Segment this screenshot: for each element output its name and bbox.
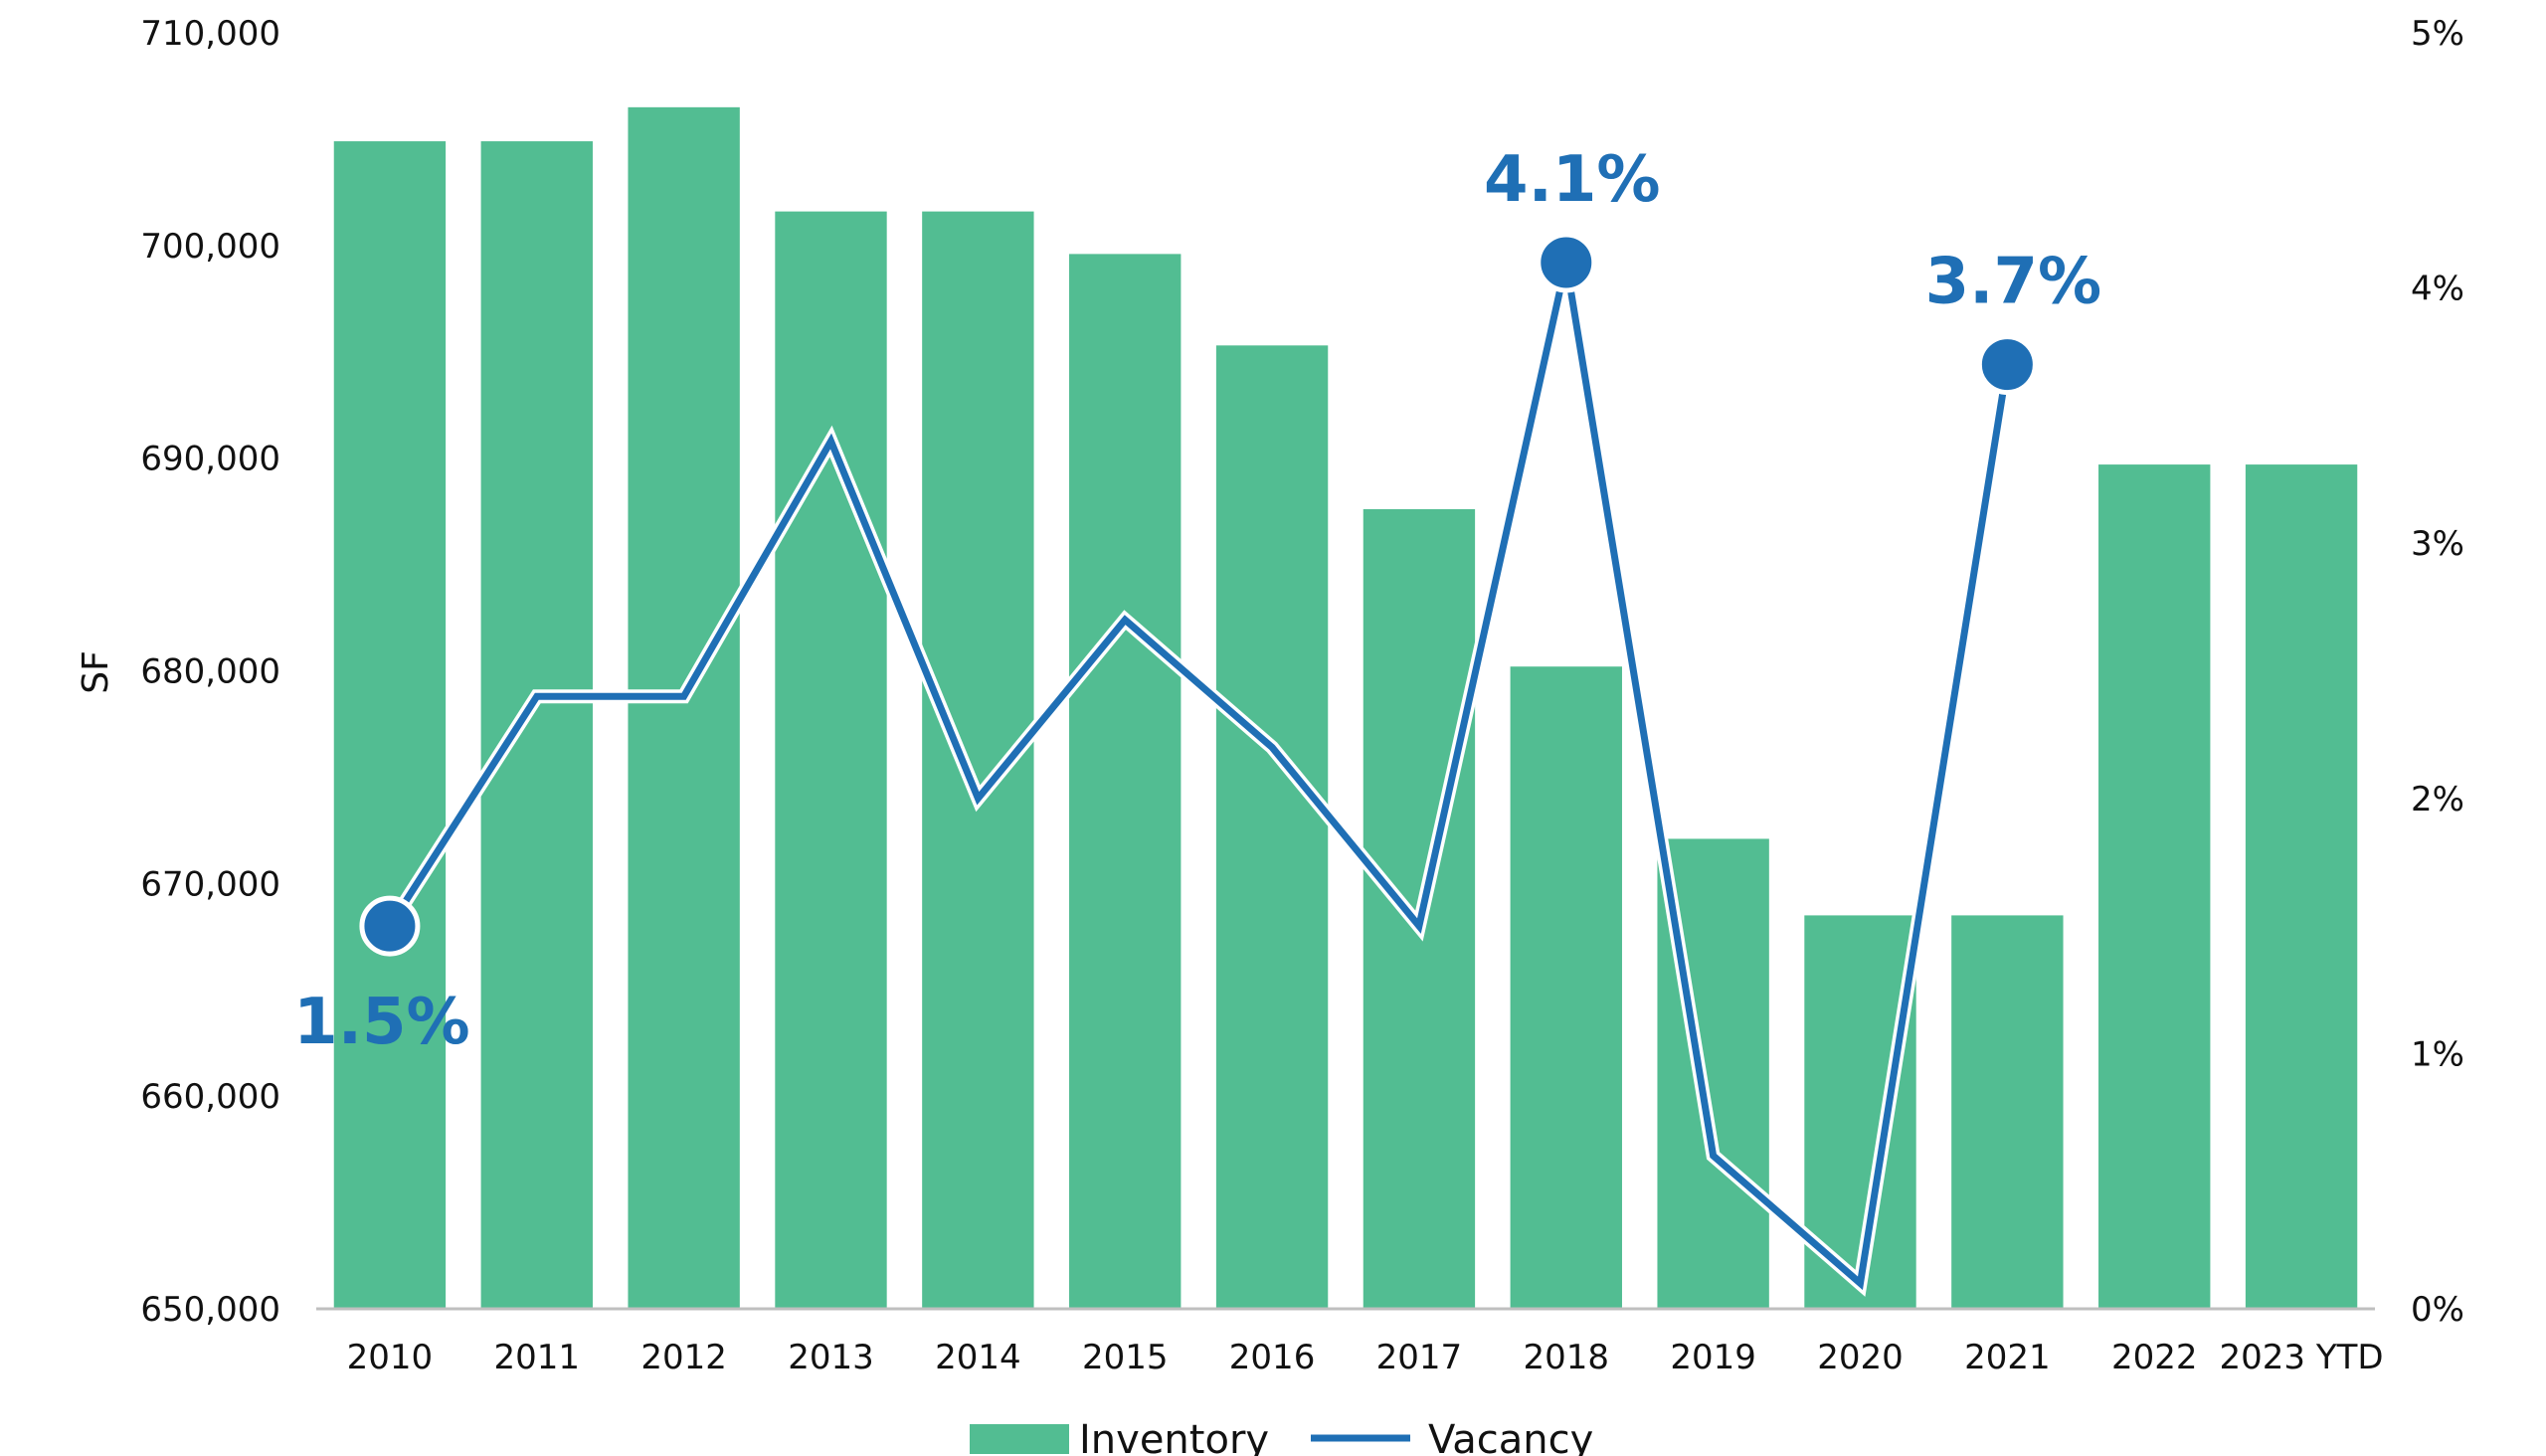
x-tick-label: 2014	[935, 1338, 1021, 1377]
vacancy-line	[386, 262, 2011, 1291]
inventory-bar-2023-ytd	[2245, 464, 2358, 1309]
vacancy-marker-2010	[359, 895, 421, 957]
x-tick-label: 2017	[1376, 1338, 1463, 1377]
vacancy-marker-2021	[1976, 334, 2038, 396]
y-right-tick-label: 3%	[2411, 524, 2464, 564]
inventory-bar-2022	[2098, 464, 2211, 1309]
x-axis-ticks: 2010 2011 2012 2013 2014 2015 2016 2017 2018 2019…	[347, 1338, 2384, 1377]
x-tick-label: 2010	[347, 1338, 434, 1377]
y-axis-title: SF	[76, 650, 116, 694]
x-tick-label: 2022	[2111, 1338, 2198, 1377]
left-axis-ticks: 650,000 660,000 670,000 680,000 690,000 700,0…	[140, 14, 280, 1330]
y-right-tick-label: 5%	[2411, 14, 2464, 54]
inventory-bar-2015	[1069, 254, 1182, 1309]
y-left-tick-label: 650,000	[140, 1290, 280, 1330]
inventory-bar-2021	[1951, 915, 2064, 1309]
x-tick-label: 2021	[1964, 1338, 2051, 1377]
vacancy-marker-2018	[1536, 232, 1597, 293]
inventory-bar-2010	[333, 141, 447, 1310]
x-tick-label: 2023 YTD	[2220, 1338, 2384, 1377]
legend-label-vacancy: Vacancy	[1428, 1417, 1593, 1456]
inventory-bar-2013	[775, 211, 887, 1309]
vacancy-callout-label: 1.5%	[293, 986, 470, 1059]
y-left-tick-label: 690,000	[140, 440, 280, 479]
y-left-tick-label: 700,000	[140, 227, 280, 267]
x-tick-label: 2020	[1817, 1338, 1904, 1377]
inventory-bar-2012	[628, 106, 740, 1309]
x-tick-label: 2012	[640, 1338, 727, 1377]
inventory-bar-2011	[480, 141, 593, 1310]
x-tick-label: 2011	[494, 1338, 581, 1377]
inventory-bar-2018	[1510, 666, 1622, 1309]
right-axis-ticks: 0% 1% 2% 3% 4% 5%	[2411, 14, 2464, 1330]
bars-layer	[333, 106, 2358, 1310]
legend-swatch-inventory	[970, 1424, 1069, 1454]
y-right-tick-label: 4%	[2411, 270, 2464, 309]
legend: Inventory Vacancy	[970, 1417, 1593, 1456]
y-left-tick-label: 680,000	[140, 652, 280, 692]
y-right-tick-label: 1%	[2411, 1034, 2464, 1074]
x-tick-label: 2018	[1524, 1338, 1610, 1377]
x-tick-label: 2015	[1082, 1338, 1169, 1377]
y-left-tick-label: 670,000	[140, 864, 280, 904]
callout-layer: 1.5% 4.1% 3.7%	[293, 143, 2101, 1059]
vacancy-callout-label: 3.7%	[1925, 246, 2102, 319]
line-layer	[384, 261, 2015, 1297]
y-right-tick-label: 0%	[2411, 1290, 2464, 1330]
x-tick-label: 2013	[788, 1338, 874, 1377]
y-left-tick-label: 660,000	[140, 1077, 280, 1117]
y-right-tick-label: 2%	[2411, 780, 2464, 819]
inventory-bar-2016	[1215, 345, 1329, 1310]
y-left-tick-label: 710,000	[140, 14, 280, 54]
legend-label-inventory: Inventory	[1079, 1417, 1269, 1456]
vacancy-callout-label: 4.1%	[1484, 143, 1661, 217]
x-tick-label: 2019	[1670, 1338, 1756, 1377]
x-tick-label: 2016	[1229, 1338, 1316, 1377]
